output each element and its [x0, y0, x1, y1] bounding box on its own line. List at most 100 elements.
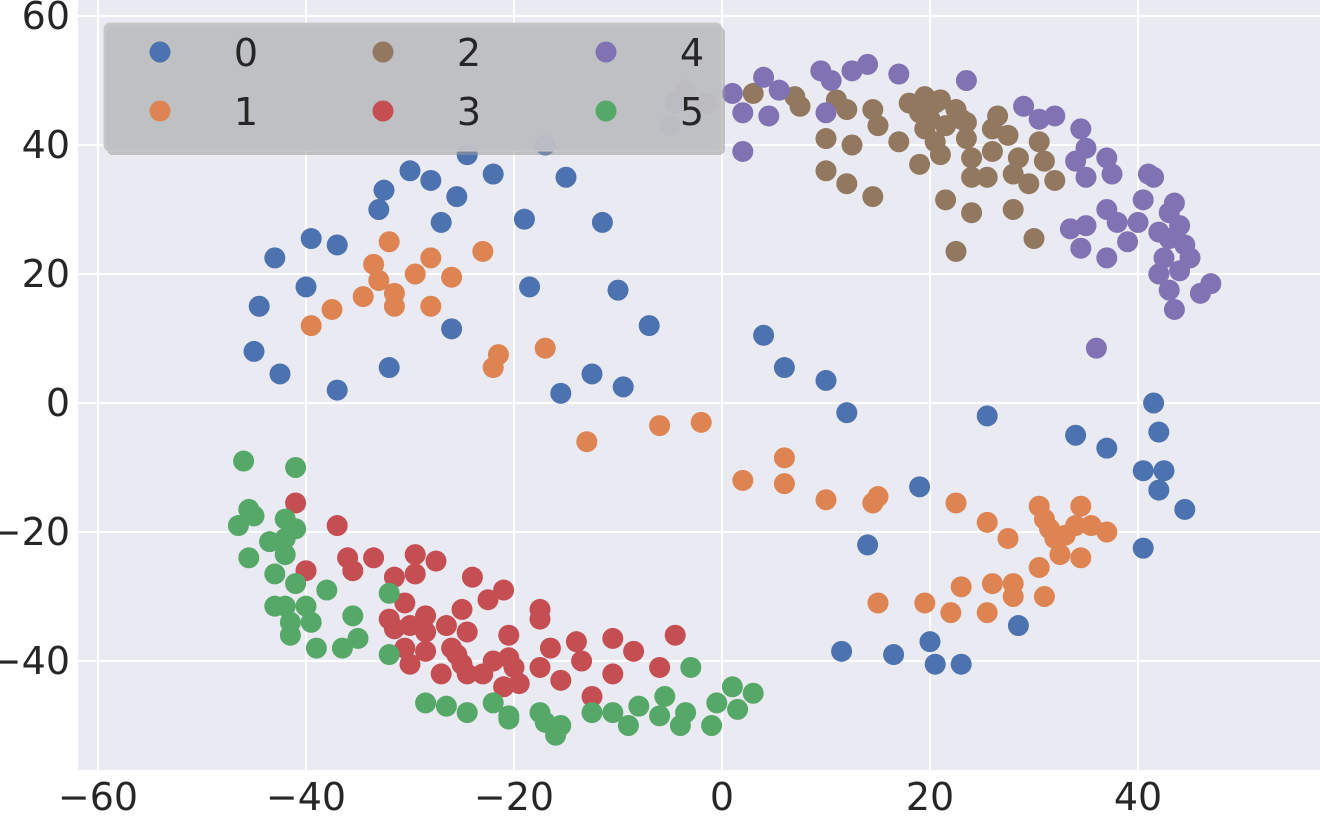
legend-label: 2 — [457, 31, 481, 75]
scatter-point — [446, 186, 468, 208]
legend-marker — [372, 100, 394, 122]
scatter-point — [555, 166, 577, 188]
scatter-point — [1028, 131, 1050, 153]
scatter-point — [415, 621, 437, 643]
scatter-point — [649, 415, 671, 437]
scatter-point — [1033, 150, 1055, 172]
scatter-point — [571, 650, 593, 672]
legend-label: 4 — [680, 31, 704, 75]
scatter-point — [680, 656, 702, 678]
scatter-point — [961, 166, 983, 188]
scatter-point — [773, 473, 795, 495]
scatter-point — [248, 295, 270, 317]
scatter-point — [352, 286, 374, 308]
scatter-point — [721, 82, 743, 104]
scatter-point — [300, 315, 322, 337]
series-1 — [300, 231, 1118, 624]
scatter-point — [742, 682, 764, 704]
scatter-point — [909, 476, 931, 498]
scatter-point — [1158, 279, 1180, 301]
scatter-point — [732, 102, 754, 124]
scatter-point — [300, 228, 322, 250]
scatter-point — [955, 111, 977, 133]
scatter-point — [664, 624, 686, 646]
scatter-point — [815, 160, 837, 182]
scatter-point — [383, 295, 405, 317]
scatter-point — [1127, 211, 1149, 233]
scatter-point — [929, 89, 951, 111]
y-tick-label: 0 — [46, 381, 70, 425]
scatter-point — [732, 469, 754, 491]
scatter-point — [1023, 228, 1045, 250]
scatter-point — [326, 515, 348, 537]
scatter-point — [654, 685, 676, 707]
scatter-point — [1096, 437, 1118, 459]
scatter-point — [378, 644, 400, 666]
scatter-point — [945, 240, 967, 262]
legend-marker — [372, 41, 394, 63]
scatter-point — [836, 99, 858, 121]
scatter-point — [534, 337, 556, 359]
scatter-point — [981, 140, 1003, 162]
scatter-point — [493, 579, 515, 601]
scatter-point — [831, 640, 853, 662]
scatter-point — [373, 179, 395, 201]
series-3 — [285, 492, 686, 707]
scatter-point — [836, 173, 858, 195]
scatter-point — [264, 247, 286, 269]
scatter-point — [1163, 192, 1185, 214]
scatter-point — [997, 527, 1019, 549]
scatter-point — [867, 115, 889, 137]
legend-label: 0 — [234, 31, 258, 75]
scatter-point — [435, 615, 457, 637]
scatter-point — [909, 153, 931, 175]
series-0 — [243, 134, 1196, 675]
scatter-point — [1044, 169, 1066, 191]
scatter-point — [1153, 247, 1175, 269]
scatter-point — [1044, 105, 1066, 127]
scatter-point — [1163, 298, 1185, 320]
scatter-point — [529, 656, 551, 678]
scatter-point — [742, 82, 764, 104]
x-tick-label: −20 — [474, 775, 554, 817]
scatter-point — [1075, 166, 1097, 188]
scatter-point — [404, 544, 426, 566]
scatter-point — [305, 637, 327, 659]
scatter-point — [550, 715, 572, 736]
scatter-point — [415, 605, 437, 627]
scatter-point — [378, 582, 400, 604]
scatter-point — [441, 266, 463, 288]
scatter-point — [638, 315, 660, 337]
x-tick-label: −60 — [58, 775, 138, 817]
scatter-point — [940, 602, 962, 624]
scatter-point — [274, 595, 296, 617]
scatter-point — [430, 211, 452, 233]
scatter-point — [1169, 215, 1191, 237]
scatter-point — [924, 653, 946, 675]
scatter-point — [857, 53, 879, 75]
scatter-point — [914, 592, 936, 614]
scatter-point — [1096, 199, 1118, 220]
scatter-point — [820, 70, 842, 91]
scatter-point — [1007, 615, 1029, 637]
legend-label: 1 — [234, 90, 258, 134]
scatter-point — [482, 692, 504, 714]
scatter-point — [243, 505, 265, 527]
scatter-point — [1148, 421, 1170, 443]
scatter-point — [815, 369, 837, 391]
scatter-point — [519, 276, 541, 298]
scatter-point — [987, 105, 1009, 127]
scatter-point — [976, 602, 998, 624]
scatter-point — [399, 653, 421, 675]
scatter-point — [1018, 173, 1040, 195]
scatter-point — [378, 357, 400, 379]
scatter-point — [1096, 147, 1118, 169]
series-4 — [659, 53, 1222, 359]
scatter-point — [550, 382, 572, 404]
scatter-point — [706, 692, 728, 714]
scatter-point — [456, 663, 478, 685]
y-tick-label: −20 — [0, 510, 70, 554]
scatter-point — [1002, 199, 1024, 220]
